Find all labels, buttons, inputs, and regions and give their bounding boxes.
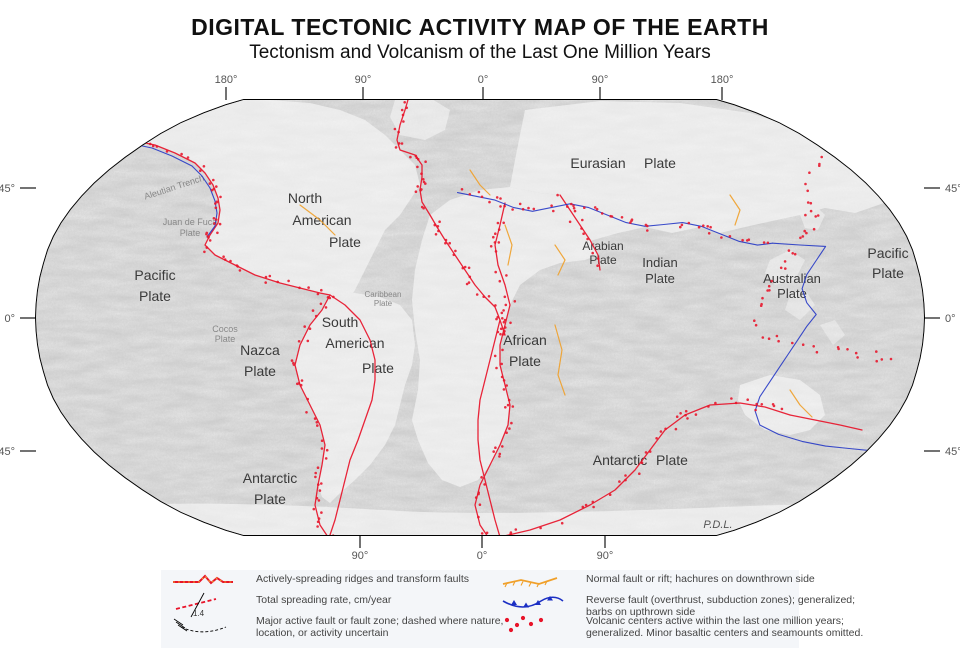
svg-text:0°: 0° xyxy=(478,74,489,86)
svg-text:American: American xyxy=(325,335,384,351)
svg-text:90°: 90° xyxy=(597,550,614,562)
svg-text:Plate: Plate xyxy=(329,234,361,250)
svg-text:Pacific: Pacific xyxy=(134,267,175,283)
svg-text:Arabian: Arabian xyxy=(582,239,623,253)
svg-text:Australian: Australian xyxy=(763,271,821,286)
svg-text:Cocos: Cocos xyxy=(212,324,238,334)
svg-text:45°: 45° xyxy=(945,183,960,195)
svg-text:0°: 0° xyxy=(945,313,956,325)
svg-text:180°: 180° xyxy=(215,74,238,86)
svg-text:90°: 90° xyxy=(355,74,372,86)
svg-text:Juan de Fuca: Juan de Fuca xyxy=(163,217,218,227)
svg-text:45°: 45° xyxy=(0,183,15,195)
svg-text:Plate: Plate xyxy=(215,334,236,344)
svg-text:Eurasian: Eurasian xyxy=(570,155,625,171)
svg-text:Plate: Plate xyxy=(872,265,904,281)
svg-text:Pacific: Pacific xyxy=(867,245,908,261)
svg-text:Plate: Plate xyxy=(244,363,276,379)
svg-text:South: South xyxy=(322,314,359,330)
svg-text:0°: 0° xyxy=(4,313,15,325)
svg-text:180°: 180° xyxy=(711,74,734,86)
svg-text:Plate: Plate xyxy=(656,452,688,468)
svg-text:American: American xyxy=(292,212,351,228)
svg-text:Nazca: Nazca xyxy=(240,342,280,358)
svg-text:Plate: Plate xyxy=(362,360,394,376)
svg-text:Plate: Plate xyxy=(645,271,675,286)
svg-text:Caribbean: Caribbean xyxy=(365,290,402,299)
svg-text:Antarctic: Antarctic xyxy=(243,470,297,486)
svg-text:African: African xyxy=(503,332,547,348)
svg-text:90°: 90° xyxy=(592,74,609,86)
svg-text:Plate: Plate xyxy=(139,288,171,304)
svg-text:0°: 0° xyxy=(477,550,488,562)
svg-text:Plate: Plate xyxy=(509,353,541,369)
svg-text:Plate: Plate xyxy=(589,253,617,267)
svg-text:Plate: Plate xyxy=(374,299,393,308)
svg-text:90°: 90° xyxy=(352,550,369,562)
svg-text:P.D.L.: P.D.L. xyxy=(703,519,732,531)
svg-text:Indian: Indian xyxy=(642,255,677,270)
svg-text:Plate: Plate xyxy=(180,228,201,238)
svg-text:Plate: Plate xyxy=(644,155,676,171)
svg-text:Plate: Plate xyxy=(254,491,286,507)
svg-text:45°: 45° xyxy=(945,446,960,458)
svg-text:45°: 45° xyxy=(0,446,15,458)
svg-text:North: North xyxy=(288,190,322,206)
